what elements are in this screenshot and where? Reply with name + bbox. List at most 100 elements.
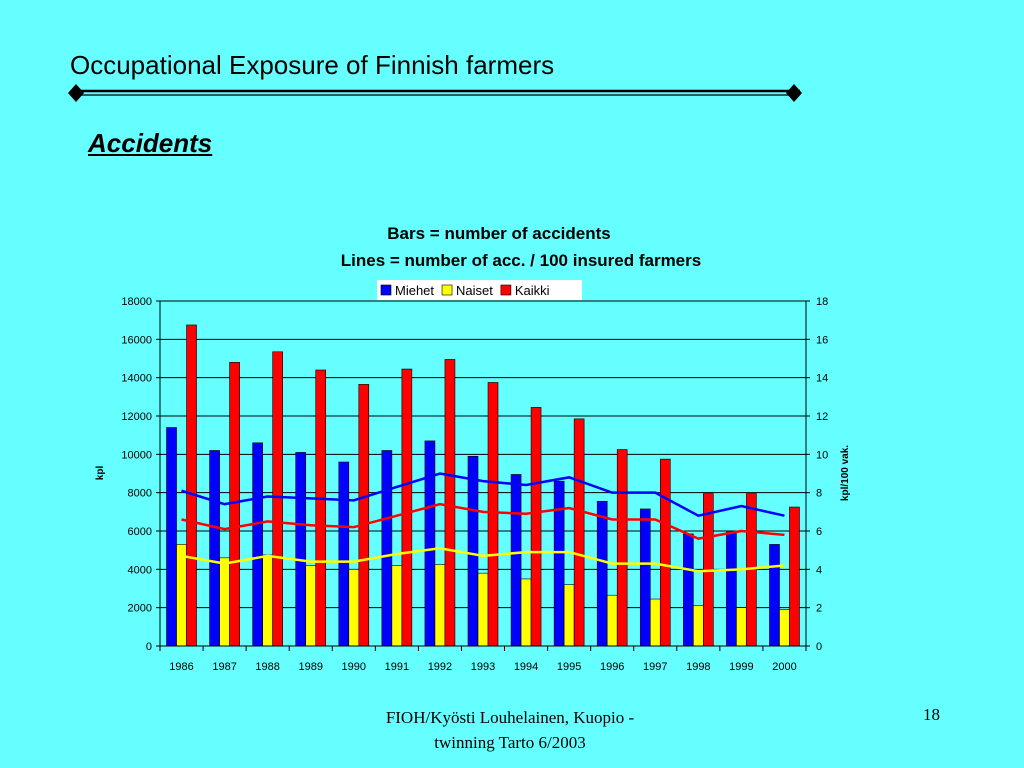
bar-miehet-1989 [295, 452, 307, 647]
bar-miehet-1991 [381, 450, 393, 647]
y-tick-label: 6000 [128, 526, 152, 538]
bar-kaikki-1993 [487, 382, 499, 647]
bars [166, 324, 800, 647]
x-tick-label: 1987 [212, 661, 236, 673]
bar-miehet-1987 [209, 450, 220, 647]
bar-miehet-1990 [338, 461, 350, 647]
y2-tick-label: 2 [816, 603, 822, 615]
bar-miehet-1992 [424, 440, 436, 647]
y-tick-label: 0 [146, 641, 152, 653]
bar-miehet-1995 [553, 480, 565, 647]
divider-left-diamond [68, 84, 84, 102]
rate-lines [181, 472, 785, 573]
x-tick-label: 1988 [255, 661, 279, 673]
bar-naiset-1999 [736, 607, 747, 647]
bar-kaikki-1988 [272, 351, 283, 647]
x-tick-label: 1993 [471, 661, 495, 673]
bar-kaikki-1996 [616, 449, 628, 647]
title-divider [68, 84, 802, 102]
legend-swatch-miehet [380, 284, 392, 296]
bar-miehet-2000 [769, 544, 780, 647]
bar-naiset-1991 [391, 565, 403, 647]
bar-kaikki-1997 [659, 458, 671, 647]
y-tick-label: 14000 [121, 373, 152, 385]
y-tick-label: 2000 [128, 603, 152, 615]
y2-tick-label: 10 [816, 449, 828, 461]
slide-title: Occupational Exposure of Finnish farmers [70, 50, 555, 80]
footer-line-2: twinning Tarto 6/2003 [434, 733, 586, 752]
y-tick-label: 18000 [121, 296, 152, 308]
y-tick-label: 10000 [121, 449, 152, 461]
y-tick-label: 8000 [128, 488, 152, 500]
x-tick-label: 1996 [600, 661, 624, 673]
x-tick-label: 1990 [342, 661, 366, 673]
bar-kaikki-1992 [444, 359, 456, 647]
bar-naiset-1992 [434, 564, 446, 647]
line-naiset [181, 546, 785, 573]
bar-naiset-1989 [305, 565, 317, 647]
legend-swatch-naiset [441, 284, 453, 296]
bar-miehet-1986 [166, 427, 177, 647]
bar-miehet-1996 [596, 500, 608, 647]
bar-kaikki-1994 [530, 407, 542, 647]
y-axis-label: kpl [95, 466, 106, 481]
axes [159, 301, 807, 647]
legend-swatch-kaikki [500, 284, 512, 296]
y2-tick-label: 16 [816, 334, 828, 346]
bar-naiset-1996 [606, 594, 618, 647]
line-kaikki [181, 502, 785, 540]
legend-box [377, 280, 582, 300]
bar-kaikki-1995 [573, 418, 585, 647]
bar-naiset-1990 [348, 569, 360, 647]
x-tick-label: 1989 [298, 661, 322, 673]
bar-kaikki-1990 [358, 384, 370, 647]
bar-kaikki-2000 [789, 506, 800, 647]
y2-tick-label: 0 [816, 641, 822, 653]
x-tick-label: 1992 [428, 661, 452, 673]
bar-naiset-1986 [176, 544, 187, 647]
bar-naiset-1993 [477, 572, 489, 647]
x-tick-label: 1999 [729, 661, 753, 673]
bar-miehet-1994 [510, 474, 522, 647]
x-tick-label: 1997 [643, 661, 667, 673]
footer-credit: FIOH/Kyösti Louhelainen, Kuopio - twinni… [330, 705, 690, 755]
bar-miehet-1993 [467, 455, 479, 647]
bar-miehet-1997 [639, 508, 651, 647]
x-tick-label: 1986 [169, 661, 193, 673]
y2-tick-label: 18 [816, 296, 828, 308]
y2-tick-label: 14 [816, 373, 828, 385]
y-tick-label: 12000 [121, 411, 152, 423]
x-tick-label: 2000 [772, 661, 796, 673]
bar-naiset-1998 [693, 605, 704, 647]
footer-line-1: FIOH/Kyösti Louhelainen, Kuopio - [385, 708, 635, 727]
bar-miehet-1999 [726, 531, 737, 647]
y2-tick-label: 12 [816, 411, 828, 423]
x-tick-label: 1991 [385, 661, 409, 673]
bar-miehet-1988 [252, 442, 263, 647]
accidents-chart: Bars = number of accidents Lines = numbe… [95, 224, 851, 673]
tick-labels: 0 0 2000 2 4000 4 6000 6 8000 8 10000 10 12000 12 1400… [121, 296, 828, 673]
chart-title-line1: Bars = number of accidents [387, 224, 610, 243]
x-tick-label: 1994 [514, 661, 538, 673]
y-tick-label: 16000 [121, 334, 152, 346]
line-miehet [181, 472, 785, 517]
legend-label-naiset: Naiset [456, 283, 493, 298]
bar-naiset-1987 [219, 557, 230, 647]
legend: Miehet Naiset Kaikki [377, 280, 582, 300]
y-tick-label: 4000 [128, 564, 152, 576]
y2-tick-label: 4 [816, 564, 822, 576]
bar-naiset-1995 [563, 584, 575, 647]
legend-label-miehet: Miehet [395, 283, 434, 298]
y2-tick-label: 8 [816, 488, 822, 500]
chart-title-line2: Lines = number of acc. / 100 insured far… [341, 251, 701, 270]
bar-naiset-1997 [649, 598, 661, 647]
bar-miehet-1998 [683, 533, 694, 647]
x-tick-label: 1998 [686, 661, 710, 673]
bar-naiset-2000 [779, 609, 790, 647]
y2-tick-label: 6 [816, 526, 822, 538]
bar-kaikki-1991 [401, 368, 413, 647]
divider-right-diamond [786, 84, 802, 102]
bar-kaikki-1989 [315, 369, 327, 647]
section-heading: Accidents [88, 128, 213, 158]
bar-naiset-1994 [520, 578, 532, 647]
